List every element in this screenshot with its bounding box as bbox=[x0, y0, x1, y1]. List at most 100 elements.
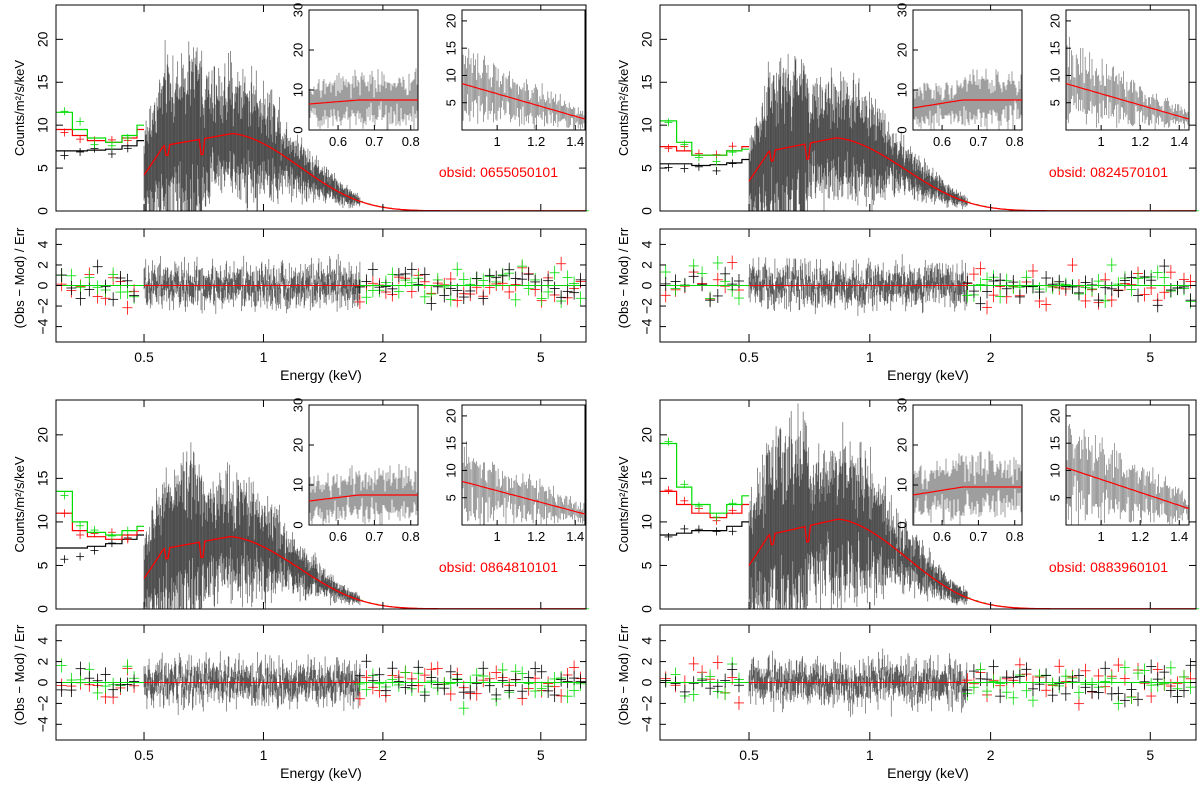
inset-y-tick-label: 10 bbox=[894, 83, 909, 97]
residual-bars bbox=[748, 254, 968, 316]
step-model-mos1 bbox=[56, 512, 144, 540]
residual-y-tick-label: 4 bbox=[35, 240, 51, 248]
x-tick-label: 0.5 bbox=[134, 349, 154, 365]
inset-x-tick-label: 1.2 bbox=[527, 134, 545, 149]
inset-x-tick-label: 1 bbox=[494, 134, 501, 149]
pn-data-bars bbox=[143, 40, 361, 211]
spectrum-y-tick-label: 15 bbox=[639, 74, 655, 90]
inset-high: 1 1.2 1.4 5 10 15 20 bbox=[443, 404, 586, 544]
inset-x-tick-label: 1.2 bbox=[527, 529, 545, 544]
spectrum-y-axis-label: Counts/m²/s/keV bbox=[616, 60, 631, 156]
obsid-label: obsid: 0864810101 bbox=[439, 559, 558, 575]
inset-y-tick-label: 5 bbox=[1047, 99, 1062, 106]
spectrum-y-tick-label: 10 bbox=[639, 514, 655, 530]
spectrum-y-tick-label: 0 bbox=[639, 207, 655, 215]
inset-x-tick-label: 1 bbox=[1098, 134, 1105, 149]
spectrum-frame bbox=[55, 399, 587, 610]
residual-y-axis-label: (Obs − Mod) / Err bbox=[12, 227, 27, 328]
inset-y-tick-label: 30 bbox=[290, 3, 305, 17]
inset-x-tick-label: 0.7 bbox=[969, 134, 987, 149]
inset-high: 1 1.2 1.4 5 10 15 20 bbox=[1047, 9, 1190, 149]
residual-bars bbox=[143, 254, 361, 314]
inset-x-tick-label: 0.6 bbox=[329, 134, 347, 149]
spectrum-panel-bottom-right: 0 5 10 15 20 Counts/m²/s/keV obsid: 0883960101… bbox=[616, 398, 1199, 781]
inset-data-bars bbox=[1065, 36, 1190, 130]
residual-y-tick-label: −4 bbox=[35, 716, 51, 732]
residual-y-tick-label: −2 bbox=[639, 298, 655, 314]
spectrum-y-tick-label: 15 bbox=[35, 74, 51, 90]
inset-model-curve bbox=[461, 480, 586, 515]
residual-y-tick-label: 2 bbox=[35, 261, 51, 269]
inset-data-bars bbox=[308, 68, 419, 130]
inset-x-tick-label: 0.7 bbox=[365, 134, 383, 149]
x-tick-label: 2 bbox=[379, 349, 387, 365]
inset-y-tick-label: 15 bbox=[1047, 41, 1062, 55]
inset-y-tick-label: 20 bbox=[894, 43, 909, 57]
x-axis-label: Energy (keV) bbox=[280, 367, 362, 383]
x-axis-label: Energy (keV) bbox=[887, 367, 969, 383]
x-tick-label: 2 bbox=[987, 349, 995, 365]
step-model-mos1 bbox=[660, 490, 749, 519]
pn-data-bars bbox=[748, 403, 968, 609]
residual-panel: −4 −2 0 2 4 0.5 1 2 5 (Obs − Mod) / Err bbox=[12, 624, 587, 763]
inset-model-curve bbox=[1065, 83, 1190, 120]
spectrum-y-tick-label: 0 bbox=[639, 605, 655, 613]
x-tick-label: 0.5 bbox=[739, 349, 759, 365]
pn-data-bars bbox=[748, 53, 968, 211]
x-tick-label: 5 bbox=[537, 349, 545, 365]
step-model-pn bbox=[56, 534, 144, 549]
obsid-label: obsid: 0824570101 bbox=[1049, 164, 1168, 180]
inset-frame bbox=[461, 9, 586, 131]
residual-y-axis-label: (Obs − Mod) / Err bbox=[616, 227, 631, 328]
inset-low: 0.6 0.7 0.8 0 10 20 30 bbox=[290, 3, 419, 149]
residual-panel: −4 −2 0 2 4 0.5 1 2 5 (Obs − Mod) / Err bbox=[12, 227, 587, 365]
residual-y-tick-label: −2 bbox=[35, 298, 51, 314]
inset-model-curve bbox=[308, 494, 418, 502]
spectrum-y-tick-label: 10 bbox=[35, 117, 51, 133]
spectrum-y-tick-label: 0 bbox=[35, 605, 51, 613]
spectrum-frame bbox=[659, 4, 1197, 212]
spectrum-frame bbox=[659, 399, 1197, 610]
residual-y-tick-label: −4 bbox=[35, 318, 51, 334]
spectrum-y-tick-label: 5 bbox=[639, 164, 655, 172]
x-tick-label: 1 bbox=[260, 747, 268, 763]
x-tick-label: 1 bbox=[866, 349, 874, 365]
spectrum-y-axis-label: Counts/m²/s/keV bbox=[12, 60, 27, 156]
spectrum-y-tick-label: 10 bbox=[639, 117, 655, 133]
inset-y-tick-label: 0 bbox=[290, 521, 305, 528]
inset-x-tick-label: 1 bbox=[494, 529, 501, 544]
spectrum-y-tick-label: 5 bbox=[639, 561, 655, 569]
spectrum-y-tick-label: 0 bbox=[35, 207, 51, 215]
inset-x-tick-label: 1.2 bbox=[1131, 134, 1149, 149]
x-tick-label: 5 bbox=[537, 747, 545, 763]
spectrum-y-axis-label: Counts/m²/s/keV bbox=[616, 456, 631, 552]
step-model-pn bbox=[660, 521, 749, 536]
inset-y-tick-label: 15 bbox=[443, 41, 458, 55]
inset-data-bars bbox=[912, 68, 1023, 130]
x-tick-label: 0.5 bbox=[134, 747, 154, 763]
inset-x-tick-label: 0.6 bbox=[329, 529, 347, 544]
obsid-label: obsid: 0883960101 bbox=[1049, 559, 1168, 575]
spectrum-y-tick-label: 20 bbox=[35, 31, 51, 47]
residual-y-tick-label: 4 bbox=[35, 637, 51, 645]
inset-y-tick-label: 15 bbox=[443, 436, 458, 450]
x-tick-label: 1 bbox=[260, 349, 268, 365]
x-axis-label: Energy (keV) bbox=[280, 765, 362, 781]
obsid-label: obsid: 0655050101 bbox=[439, 164, 558, 180]
residual-panel: −4 −2 0 2 4 0.5 1 2 5 (Obs − Mod) / Err bbox=[616, 227, 1197, 365]
spectrum-frame bbox=[55, 4, 587, 212]
inset-y-tick-label: 5 bbox=[443, 99, 458, 106]
inset-data-bars bbox=[308, 464, 419, 525]
inset-x-tick-label: 0.7 bbox=[365, 529, 383, 544]
x-tick-label: 2 bbox=[379, 747, 387, 763]
step-model-mos2 bbox=[56, 490, 144, 536]
inset-y-tick-label: 5 bbox=[443, 494, 458, 501]
inset-y-tick-label: 20 bbox=[443, 14, 458, 28]
inset-x-tick-label: 0.6 bbox=[933, 134, 951, 149]
spectrum-y-tick-label: 15 bbox=[639, 470, 655, 486]
inset-y-tick-label: 20 bbox=[1047, 14, 1062, 28]
inset-x-tick-label: 1.4 bbox=[1170, 134, 1188, 149]
